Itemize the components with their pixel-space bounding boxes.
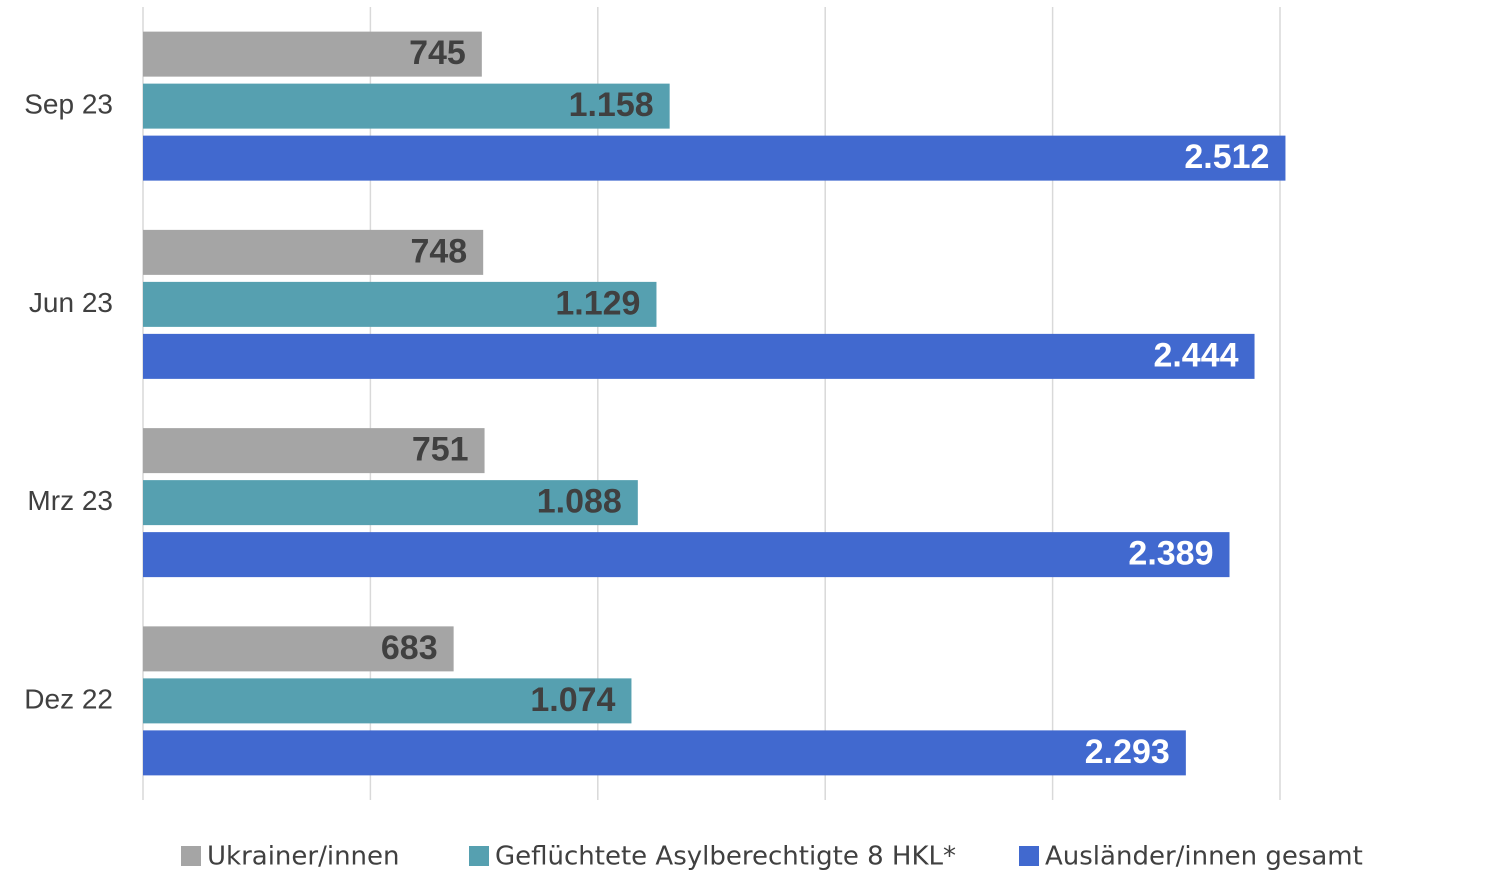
bar: [143, 135, 1286, 181]
bar: [143, 83, 670, 129]
data-label: 745: [409, 34, 466, 72]
bar: [143, 730, 1186, 776]
bar: [143, 626, 454, 672]
legend-swatch: [181, 846, 201, 866]
data-label: 748: [410, 232, 467, 270]
legend-label: Ukrainer/innen: [207, 842, 400, 872]
data-label: 1.088: [537, 483, 622, 521]
y-tick-label: Sep 23: [24, 89, 113, 120]
bar: [143, 31, 482, 77]
data-label: 2.293: [1085, 733, 1170, 771]
data-label: 683: [381, 629, 438, 667]
bar: [143, 229, 484, 275]
y-tick-label: Mrz 23: [27, 485, 113, 516]
bar: [143, 480, 638, 526]
data-label: 2.512: [1184, 138, 1269, 176]
bar: [143, 678, 632, 724]
data-label: 1.158: [569, 86, 654, 124]
bar: [143, 281, 657, 327]
legend-swatch: [469, 846, 489, 866]
legend-label: Geflüchtete Asylberechtigte 8 HKL*: [495, 842, 956, 872]
y-tick-label: Jun 23: [29, 287, 113, 318]
bar: [143, 428, 485, 474]
data-label: 2.444: [1153, 336, 1238, 374]
data-label: 2.389: [1128, 535, 1213, 573]
y-tick-label: Dez 22: [24, 683, 113, 714]
data-label: 1.129: [555, 284, 640, 322]
bar: [143, 333, 1255, 379]
legend-label: Ausländer/innen gesamt: [1045, 842, 1363, 872]
legend-swatch: [1019, 846, 1039, 866]
data-label: 1.074: [530, 681, 615, 719]
bar: [143, 532, 1230, 578]
data-label: 751: [412, 431, 469, 469]
